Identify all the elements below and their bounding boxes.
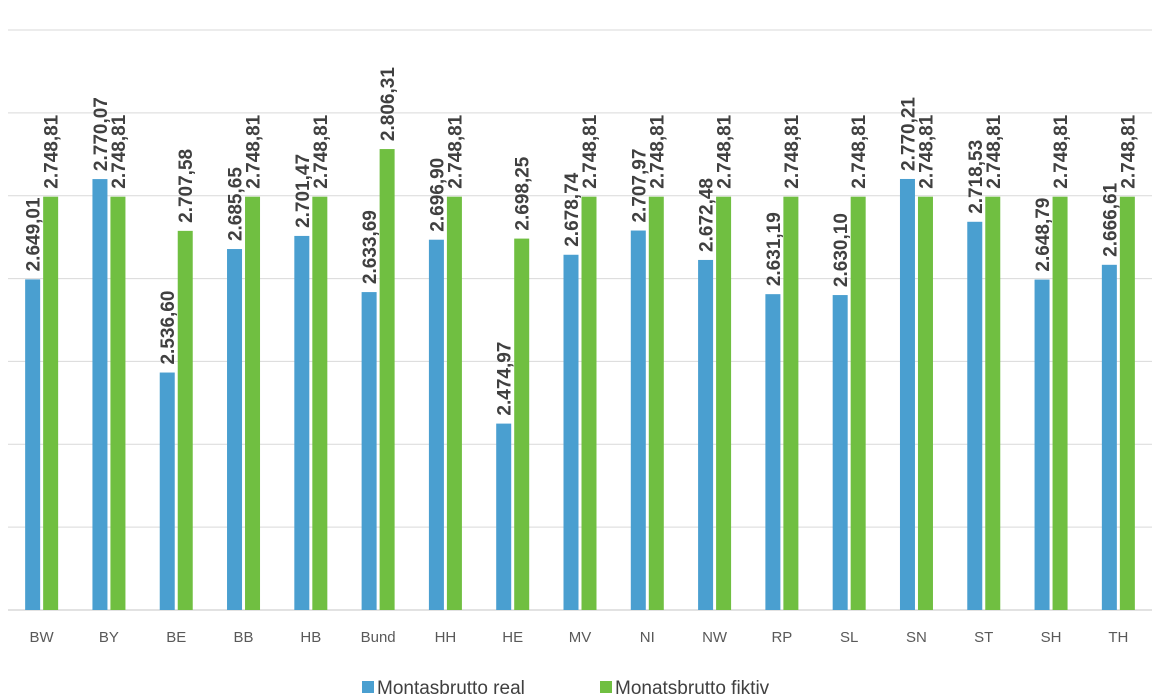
bar-real-hb: [294, 235, 310, 610]
bar-fiktiv-sh: [1052, 196, 1068, 610]
bar-fiktiv-bund: [379, 149, 395, 610]
bar-real-hh: [428, 239, 444, 610]
x-tick-label-be: BE: [166, 629, 186, 646]
data-label-real-ni: 2.707,97: [629, 149, 650, 223]
x-tick-label-th: TH: [1108, 629, 1128, 646]
bar-real-sh: [1034, 279, 1050, 610]
legend-label: Monatsbrutto fiktiv: [615, 678, 770, 698]
bars: [25, 149, 1135, 611]
data-label-real-sh: 2.648,79: [1033, 198, 1054, 272]
data-label-real-bund: 2.633,69: [360, 210, 381, 284]
data-label-real-rp: 2.631,19: [764, 212, 785, 286]
bar-real-be: [159, 372, 175, 610]
bar-real-sl: [832, 295, 848, 610]
legend: Montasbrutto real Monatsbrutto fiktiv: [362, 678, 770, 698]
data-label-real-bw: 2.649,01: [24, 197, 45, 271]
x-tick-label-rp: RP: [771, 629, 792, 646]
bar-real-ni: [630, 230, 646, 611]
data-label-fiktiv-bw: 2.748,81: [42, 114, 63, 188]
data-label-real-be: 2.536,60: [158, 291, 179, 365]
x-tick-label-sh: SH: [1041, 629, 1062, 646]
bar-fiktiv-he: [514, 238, 530, 611]
x-axis-tick-labels: BW BY BE BB HB Bund HH HE MV NI NW RP SL SN ST SH TH: [30, 629, 1129, 646]
data-label-fiktiv-be: 2.707,58: [176, 149, 197, 223]
data-label-real-hb: 2.701,47: [293, 154, 314, 228]
x-tick-label-he: HE: [502, 629, 523, 646]
data-label-fiktiv-hb: 2.748,81: [311, 114, 332, 188]
legend-swatch: [362, 681, 374, 693]
data-label-real-he: 2.474,97: [495, 342, 516, 416]
legend-label: Montasbrutto real: [377, 678, 525, 698]
x-tick-label-by: BY: [99, 629, 119, 646]
bar-fiktiv-bw: [43, 196, 59, 610]
bar-real-bw: [25, 279, 41, 610]
data-label-fiktiv-th: 2.748,81: [1118, 114, 1139, 188]
data-label-fiktiv-bb: 2.748,81: [244, 114, 265, 188]
bar-real-th: [1101, 264, 1117, 610]
bar-fiktiv-bb: [245, 196, 261, 610]
data-labels: 2.649,012.748,81 2.770,072.748,812.536,60…: [24, 67, 1140, 416]
legend-item-real: Montasbrutto real: [362, 678, 525, 698]
data-label-real-st: 2.718,53: [966, 140, 987, 214]
bar-real-nw: [698, 259, 714, 610]
bar-fiktiv-be: [177, 230, 193, 610]
x-tick-label-bw: BW: [30, 629, 55, 646]
bar-real-bb: [227, 249, 243, 611]
data-label-real-th: 2.666,61: [1100, 182, 1121, 256]
data-label-fiktiv-sl: 2.748,81: [849, 114, 870, 188]
legend-item-fiktiv: Monatsbrutto fiktiv: [600, 678, 770, 698]
bar-real-bund: [361, 292, 377, 610]
x-tick-label-bund: Bund: [361, 629, 396, 646]
data-label-fiktiv-by: 2.748,81: [109, 114, 130, 188]
x-tick-label-hb: HB: [300, 629, 321, 646]
data-label-real-by: 2.770,07: [91, 97, 112, 171]
data-label-real-sn: 2.770,21: [898, 97, 919, 171]
bar-fiktiv-by: [110, 196, 126, 610]
data-label-real-bb: 2.685,65: [226, 167, 247, 241]
legend-swatch: [600, 681, 612, 693]
bar-fiktiv-rp: [783, 196, 799, 610]
bar-real-rp: [765, 294, 781, 610]
bar-fiktiv-ni: [648, 196, 664, 610]
bar-real-st: [967, 221, 983, 610]
data-label-fiktiv-sh: 2.748,81: [1051, 114, 1072, 188]
bar-real-by: [92, 179, 108, 611]
bar-fiktiv-hh: [446, 196, 462, 610]
bar-fiktiv-sn: [917, 196, 933, 610]
data-label-fiktiv-bund: 2.806,31: [378, 67, 399, 141]
gridlines: [8, 29, 1152, 611]
data-label-fiktiv-hh: 2.748,81: [445, 114, 466, 188]
data-label-real-nw: 2.672,48: [697, 178, 718, 252]
data-label-real-sl: 2.630,10: [831, 213, 852, 287]
bar-real-he: [496, 423, 512, 610]
bar-real-sn: [899, 178, 915, 610]
x-tick-label-mv: MV: [569, 629, 592, 646]
data-label-fiktiv-sn: 2.748,81: [916, 114, 937, 188]
data-label-fiktiv-rp: 2.748,81: [782, 114, 803, 188]
data-label-fiktiv-he: 2.698,25: [513, 156, 534, 230]
x-tick-label-bb: BB: [234, 629, 254, 646]
data-label-fiktiv-ni: 2.748,81: [647, 114, 668, 188]
x-tick-label-hh: HH: [435, 629, 457, 646]
x-tick-label-nw: NW: [702, 629, 728, 646]
data-label-real-hh: 2.696,90: [427, 158, 448, 232]
data-label-real-mv: 2.678,74: [562, 172, 583, 246]
bar-fiktiv-st: [985, 196, 1001, 610]
x-tick-label-st: ST: [974, 629, 993, 646]
bar-fiktiv-mv: [581, 196, 597, 610]
x-tick-label-sl: SL: [840, 629, 858, 646]
x-tick-label-ni: NI: [640, 629, 655, 646]
bar-fiktiv-sl: [850, 196, 866, 610]
bar-fiktiv-th: [1119, 196, 1135, 610]
bar-real-mv: [563, 254, 579, 610]
data-label-fiktiv-nw: 2.748,81: [715, 114, 736, 188]
bar-fiktiv-nw: [716, 196, 732, 610]
data-label-fiktiv-mv: 2.748,81: [580, 114, 601, 188]
bar-fiktiv-hb: [312, 196, 328, 610]
x-tick-label-sn: SN: [906, 629, 927, 646]
data-label-fiktiv-st: 2.748,81: [984, 114, 1005, 188]
